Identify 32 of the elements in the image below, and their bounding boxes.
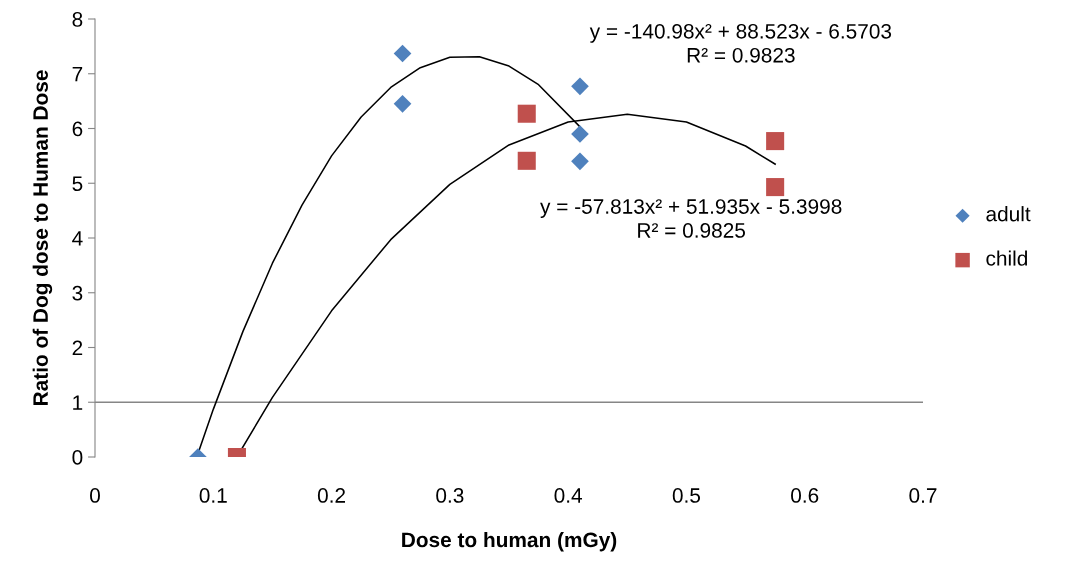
point	[571, 152, 589, 171]
point	[517, 104, 536, 123]
x-tick-label: 0.2	[317, 488, 346, 503]
y-tick-label: 8	[72, 12, 83, 27]
point	[571, 77, 589, 96]
legend-label: child	[986, 250, 1027, 266]
annotation: y = -140.98x² + 88.523x - 6.5703 R² = 0.9823	[589, 23, 892, 63]
y-tick-label: 6	[72, 121, 83, 137]
point	[571, 125, 589, 143]
x-tick-label: 0.6	[791, 488, 819, 503]
x-tick-label: 0.3	[436, 488, 464, 503]
y-tick-label: 2	[72, 340, 83, 356]
x-tick-label: 0.5	[672, 488, 701, 503]
y-tick-label: 0	[72, 450, 83, 465]
y-tick-label: 1	[73, 395, 83, 410]
x-axis-title: Dose to human (mGy)	[402, 531, 617, 552]
x-tick-label: 0.1	[199, 488, 227, 503]
point	[393, 44, 412, 63]
y-tick-label: 3	[72, 285, 83, 301]
x-tick-label: 0	[90, 488, 100, 503]
x-tick-label: 0.7	[909, 488, 937, 503]
point	[517, 151, 536, 170]
legend-label: adult	[986, 206, 1031, 222]
y-tick-label: 4	[72, 231, 83, 246]
point	[766, 178, 785, 197]
point	[766, 132, 785, 151]
point	[393, 95, 412, 113]
y-tick-label: 5	[72, 176, 83, 191]
annotation: y = -57.813x² + 51.935x - 5.3998 R² = 0.9825	[540, 199, 842, 238]
y-tick-label: 7	[72, 66, 83, 82]
y-axis-title: Ratio of Dog dose to Human Dose	[32, 70, 53, 405]
x-tick-label: 0.4	[554, 488, 583, 503]
